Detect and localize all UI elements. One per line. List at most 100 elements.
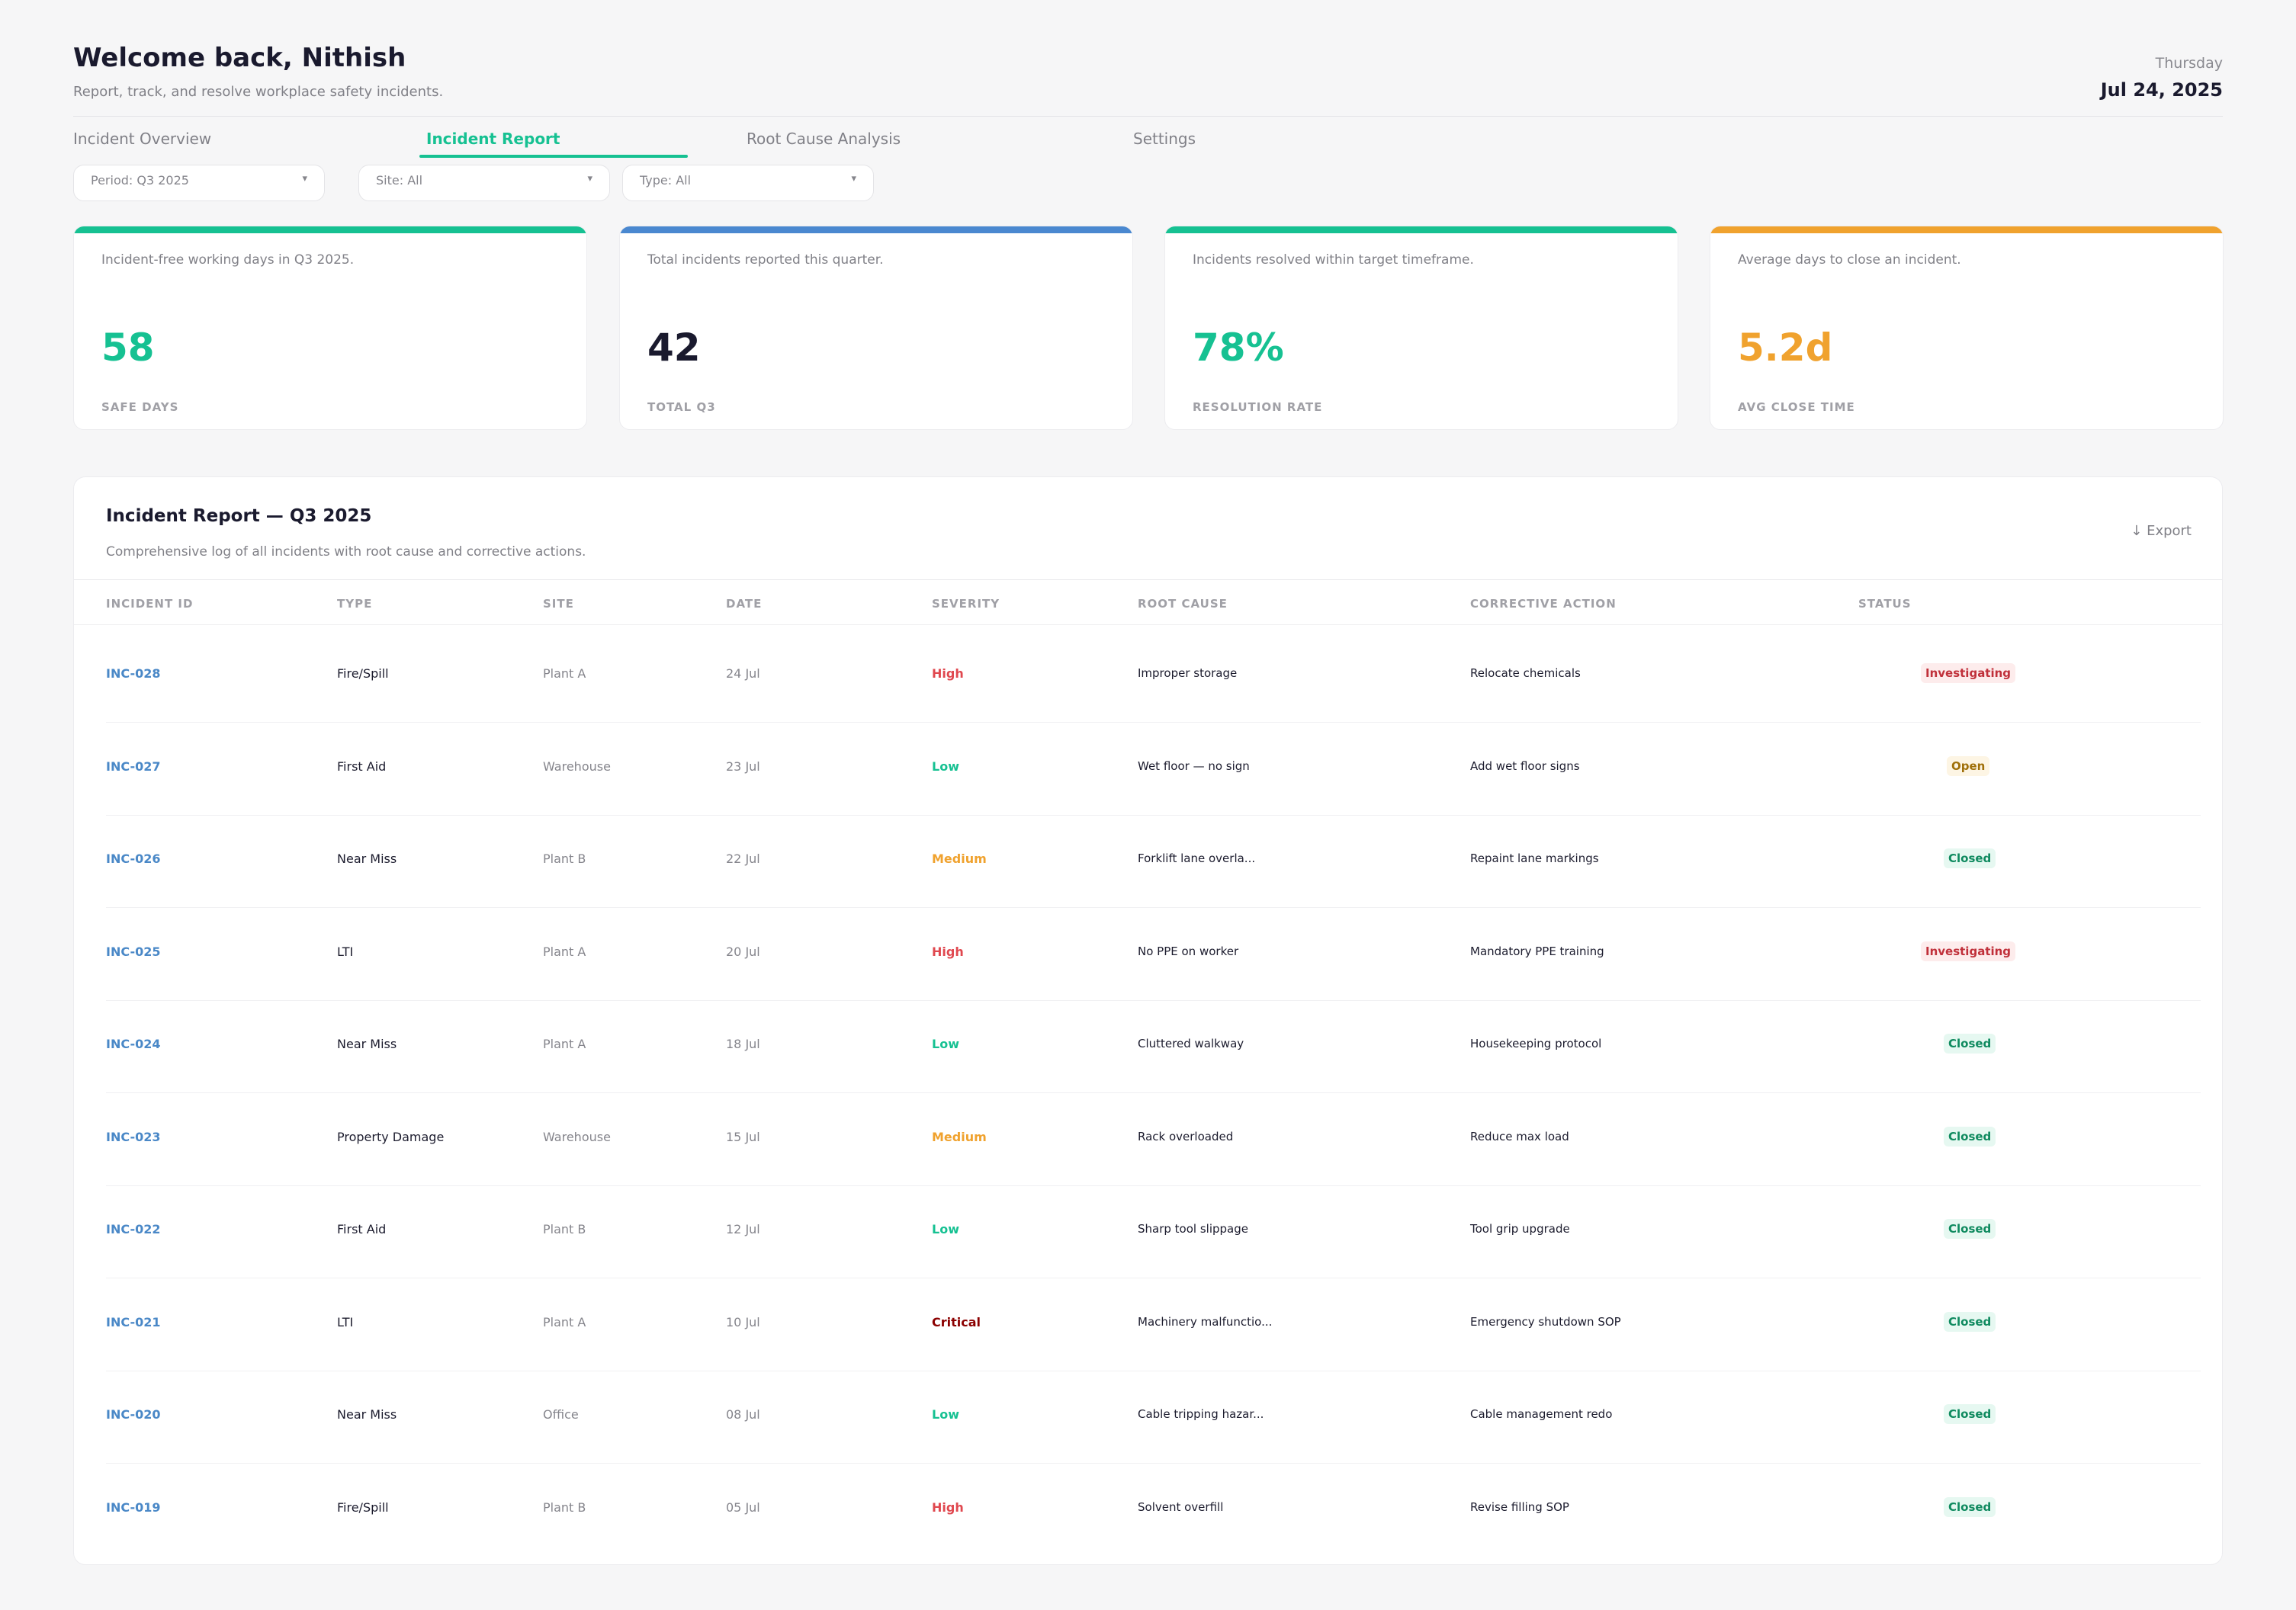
incident-id-link[interactable]: INC-025 <box>106 944 161 959</box>
table-row[interactable]: INC-027 First Aid Warehouse 23 Jul Low Wet fl… <box>106 723 2201 816</box>
chevron-down-icon: ▾ <box>302 173 307 184</box>
table-row[interactable]: INC-025 LTI Plant A 20 Jul High No PPE on wor… <box>106 908 2201 1001</box>
tab-incident-overview[interactable]: Incident Overview <box>73 130 212 148</box>
incident-date: 08 Jul <box>726 1407 760 1422</box>
status-badge: Closed <box>1944 1126 1996 1147</box>
header-row-divider <box>74 624 2222 625</box>
incident-site: Plant B <box>543 1222 586 1236</box>
status-badge: Closed <box>1944 848 1996 868</box>
incident-site: Plant B <box>543 1499 586 1515</box>
panel-divider <box>74 579 2222 580</box>
corrective-action: Revise filling SOP <box>1470 1499 1569 1514</box>
status-badge: Investigating <box>1921 941 2016 961</box>
incident-id-link[interactable]: INC-020 <box>106 1407 161 1422</box>
incident-site: Plant A <box>543 944 586 959</box>
table-row[interactable]: INC-024 Near Miss Plant A 18 Jul Low Cluttere… <box>106 1000 2201 1093</box>
tab-root-cause-analysis[interactable]: Root Cause Analysis <box>747 130 901 148</box>
incident-id-link[interactable]: INC-021 <box>106 1314 161 1329</box>
incident-id-link[interactable]: INC-026 <box>106 852 161 866</box>
incident-date: 15 Jul <box>726 1129 760 1144</box>
table-row[interactable]: INC-020 Near Miss Office 08 Jul Low Cable tri… <box>106 1371 2201 1464</box>
table-row[interactable]: INC-028 Fire/Spill Plant A 24 Jul High Improp… <box>106 630 2201 723</box>
severity-label: Critical <box>932 1314 981 1329</box>
incident-site: Plant B <box>543 852 586 866</box>
table-row[interactable]: INC-022 First Aid Plant B 12 Jul Low Sharp to… <box>106 1185 2201 1278</box>
column-header-type[interactable]: TYPE <box>337 597 373 611</box>
chevron-down-icon: ▾ <box>851 173 856 184</box>
incident-site: Plant A <box>543 1037 586 1051</box>
row-divider <box>106 907 2201 908</box>
incident-type: LTI <box>337 944 354 959</box>
kpi-value: 58 <box>101 326 155 370</box>
incident-date: 05 Jul <box>726 1499 760 1515</box>
kpi-accent-bar <box>1710 226 2223 233</box>
tab-settings[interactable]: Settings <box>1133 130 1196 148</box>
column-header-status[interactable]: STATUS <box>1858 597 1912 611</box>
chevron-down-icon: ▾ <box>587 173 592 184</box>
corrective-action: Reduce max load <box>1470 1129 1569 1143</box>
corrective-action: Cable management redo <box>1470 1407 1613 1421</box>
severity-label: High <box>932 944 964 959</box>
column-header-site[interactable]: SITE <box>543 597 574 611</box>
column-header-corrective-action[interactable]: CORRECTIVE ACTION <box>1470 597 1617 611</box>
incident-type: Near Miss <box>337 1407 397 1422</box>
incident-id-link[interactable]: INC-023 <box>106 1129 161 1144</box>
table-title: Incident Report — Q3 2025 <box>106 506 372 526</box>
corrective-action: Emergency shutdown SOP <box>1470 1314 1621 1329</box>
incident-site: Warehouse <box>543 758 611 774</box>
status-badge: Closed <box>1944 1311 1996 1332</box>
active-tab-indicator <box>419 155 688 158</box>
severity-label: Low <box>932 1222 959 1236</box>
incident-id-link[interactable]: INC-019 <box>106 1499 161 1515</box>
corrective-action: Housekeeping protocol <box>1470 1037 1602 1050</box>
incident-id-link[interactable]: INC-027 <box>106 758 161 774</box>
row-divider <box>106 1185 2201 1186</box>
kpi-card-total-q3: Total incidents reported this quarter. 4… <box>619 226 1133 430</box>
corrective-action: Add wet floor signs <box>1470 758 1580 773</box>
row-divider <box>106 814 2201 816</box>
incident-type: First Aid <box>337 758 387 774</box>
root-cause: Cable tripping hazar... <box>1138 1407 1264 1421</box>
kpi-label: AVG CLOSE TIME <box>1738 400 1855 414</box>
incident-id-link[interactable]: INC-022 <box>106 1222 161 1236</box>
severity-label: Medium <box>932 852 987 866</box>
period-filter-dropdown[interactable]: Period: Q3 2025 ▾ <box>73 165 325 201</box>
export-button[interactable]: ↓ Export <box>2131 523 2192 539</box>
page-subtitle: Report, track, and resolve workplace saf… <box>73 84 444 100</box>
row-divider <box>106 722 2201 723</box>
incident-id-link[interactable]: INC-024 <box>106 1037 161 1051</box>
type-filter-dropdown[interactable]: Type: All ▾ <box>622 165 874 201</box>
table-row[interactable]: INC-023 Property Damage Warehouse 15 Jul Med… <box>106 1093 2201 1186</box>
table-row[interactable]: INC-021 LTI Plant A 10 Jul Critical Machinery… <box>106 1278 2201 1371</box>
tab-incident-report[interactable]: Incident Report <box>426 130 560 148</box>
kpi-label: RESOLUTION RATE <box>1193 400 1323 414</box>
welcome-title: Welcome back, Nithish <box>73 43 406 73</box>
severity-label: Low <box>932 1407 959 1422</box>
severity-label: Low <box>932 1037 959 1051</box>
kpi-description: Incident-free working days in Q3 2025. <box>101 252 355 268</box>
kpi-label: SAFE DAYS <box>101 400 179 414</box>
incident-date: 10 Jul <box>726 1314 760 1329</box>
column-header-severity[interactable]: SEVERITY <box>932 597 1000 611</box>
root-cause: Cluttered walkway <box>1138 1037 1244 1050</box>
incident-date: 24 Jul <box>726 666 760 681</box>
incident-site: Plant A <box>543 666 586 681</box>
column-header-date[interactable]: DATE <box>726 597 763 611</box>
site-filter-dropdown[interactable]: Site: All ▾ <box>358 165 610 201</box>
incident-id-link[interactable]: INC-028 <box>106 666 161 681</box>
kpi-accent-bar <box>74 226 586 233</box>
table-row[interactable]: INC-019 Fire/Spill Plant B 05 Jul High Solven… <box>106 1464 2201 1557</box>
incident-type: Near Miss <box>337 852 397 866</box>
root-cause: Forklift lane overla... <box>1138 852 1256 865</box>
root-cause: Wet floor — no sign <box>1138 758 1250 773</box>
column-header-root-cause[interactable]: ROOT CAUSE <box>1138 597 1228 611</box>
kpi-description: Average days to close an incident. <box>1738 252 1961 268</box>
row-divider <box>106 1092 2201 1093</box>
root-cause: Improper storage <box>1138 666 1238 680</box>
table-row[interactable]: INC-026 Near Miss Plant B 22 Jul Medium Forkl… <box>106 815 2201 908</box>
incident-date: 18 Jul <box>726 1037 760 1051</box>
root-cause: Machinery malfunctio... <box>1138 1314 1273 1329</box>
status-badge: Closed <box>1944 1496 1996 1517</box>
status-badge: Open <box>1947 755 1990 776</box>
column-header-incident-id[interactable]: INCIDENT ID <box>106 597 194 611</box>
